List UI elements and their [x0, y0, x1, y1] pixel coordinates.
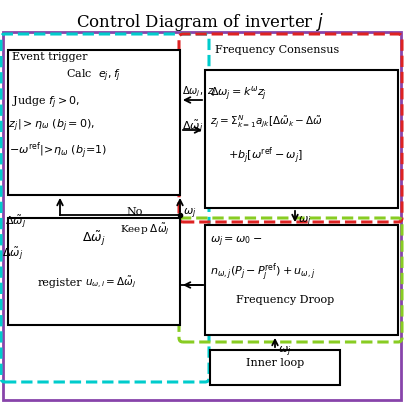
Text: $\omega_j$: $\omega_j$ — [298, 215, 311, 229]
Text: $+b_j[\omega^{\rm ref} - \omega_j]$: $+b_j[\omega^{\rm ref} - \omega_j]$ — [228, 145, 303, 166]
Text: Keep $\Delta\tilde{\omega}_j$: Keep $\Delta\tilde{\omega}_j$ — [120, 222, 170, 238]
Text: $\Delta\omega_j = k^\omega z_j$: $\Delta\omega_j = k^\omega z_j$ — [210, 85, 267, 103]
Text: Inner loop: Inner loop — [246, 358, 304, 368]
Text: $z_j = \Sigma^N_{k=1} a_{jk}[\Delta\tilde{\omega}_k - \Delta\tilde{\omega}$: $z_j = \Sigma^N_{k=1} a_{jk}[\Delta\tild… — [210, 113, 323, 130]
Bar — [8, 218, 180, 325]
Text: $\Delta\omega_j,\ z_j$: $\Delta\omega_j,\ z_j$ — [182, 85, 216, 99]
Text: $|\!-\!\omega^{\rm ref}|\!>\!\eta_\omega\ (b_j\!=\!1)$: $|\!-\!\omega^{\rm ref}|\!>\!\eta_\omega… — [5, 140, 107, 161]
Text: $n_{\omega,j}(P_j - P_j^{\rm ref}) + u_{\omega,j}$: $n_{\omega,j}(P_j - P_j^{\rm ref}) + u_{… — [210, 262, 316, 284]
Text: Judge $f_j > 0,$: Judge $f_j > 0,$ — [12, 95, 80, 112]
Text: $u_{\omega,i} = \Delta\tilde{\omega}_j$: $u_{\omega,i} = \Delta\tilde{\omega}_j$ — [85, 275, 136, 290]
Text: Frequency Consensus: Frequency Consensus — [215, 45, 339, 55]
Text: Event trigger: Event trigger — [12, 52, 88, 62]
Text: No: No — [127, 207, 143, 217]
Text: Calc  $e_j,f_j$: Calc $e_j,f_j$ — [67, 68, 122, 84]
Text: Control Diagram of inverter $j$: Control Diagram of inverter $j$ — [76, 11, 324, 33]
Text: $\omega_j$: $\omega_j$ — [183, 207, 196, 221]
Text: $\omega_j = \omega_0 -$: $\omega_j = \omega_0 -$ — [210, 235, 262, 249]
Bar — [210, 350, 340, 385]
Text: $\Delta\tilde{\omega}_j$: $\Delta\tilde{\omega}_j$ — [182, 118, 203, 135]
Text: $\omega_j$: $\omega_j$ — [278, 345, 291, 360]
Text: register: register — [38, 278, 82, 288]
Bar — [8, 50, 180, 195]
Text: $\Delta\tilde{\omega}_j$: $\Delta\tilde{\omega}_j$ — [2, 245, 23, 263]
Text: $|z_j| > \eta_\omega\ (b_j=0),$: $|z_j| > \eta_\omega\ (b_j=0),$ — [5, 118, 95, 135]
Text: Frequency Droop: Frequency Droop — [236, 295, 334, 305]
Text: $\Delta\tilde{\omega}_j$: $\Delta\tilde{\omega}_j$ — [82, 230, 106, 248]
Bar — [205, 225, 398, 335]
Bar — [205, 70, 398, 208]
Text: $\Delta\tilde{\omega}_j$: $\Delta\tilde{\omega}_j$ — [5, 213, 26, 231]
